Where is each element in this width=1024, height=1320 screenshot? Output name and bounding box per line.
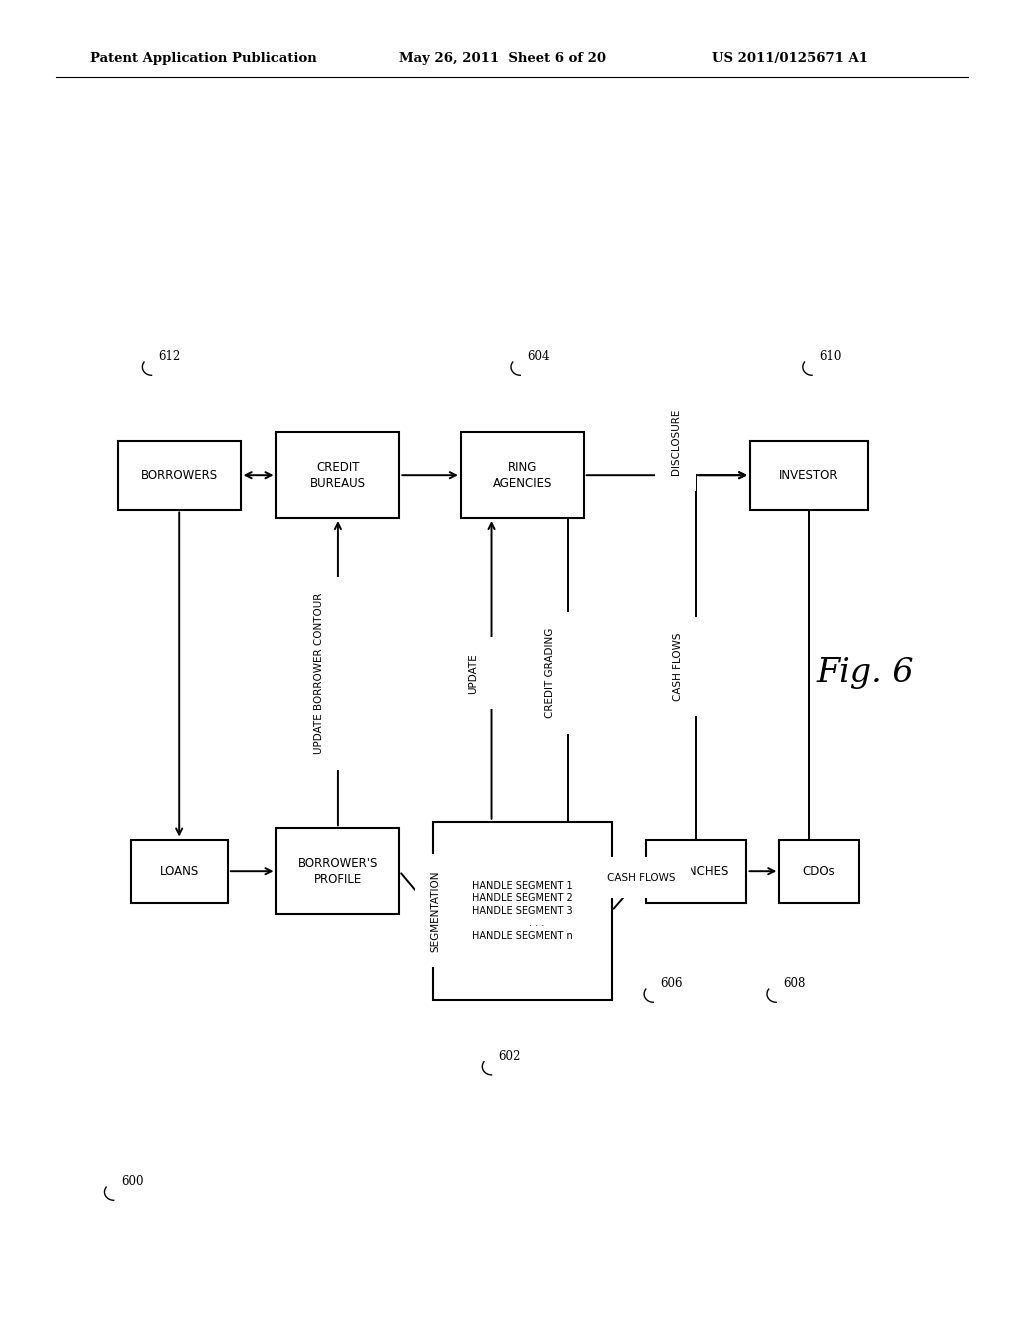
Text: CASH FLOWS: CASH FLOWS [607,873,675,883]
Text: 604: 604 [527,350,550,363]
Text: 606: 606 [660,977,683,990]
Text: 610: 610 [819,350,842,363]
Text: Patent Application Publication: Patent Application Publication [90,51,316,65]
FancyBboxPatch shape [131,840,227,903]
FancyBboxPatch shape [750,441,868,510]
Text: CDOs: CDOs [803,865,836,878]
Text: CASH FLOWS: CASH FLOWS [673,632,683,701]
FancyBboxPatch shape [646,840,746,903]
Text: INVESTOR: INVESTOR [779,469,839,482]
FancyBboxPatch shape [118,441,241,510]
Text: HANDLE SEGMENT 1
HANDLE SEGMENT 2
HANDLE SEGMENT 3
         . . .
HANDLE SEGMENT: HANDLE SEGMENT 1 HANDLE SEGMENT 2 HANDLE… [472,880,572,941]
Text: TRANCHES: TRANCHES [665,865,728,878]
Text: LOANS: LOANS [160,865,199,878]
Text: 602: 602 [499,1049,521,1063]
Text: 612: 612 [159,350,181,363]
Text: DISCLOSURE: DISCLOSURE [671,409,681,475]
Text: RING
AGENCIES: RING AGENCIES [493,461,552,490]
FancyBboxPatch shape [432,821,611,1001]
Text: CREDIT
BUREAUS: CREDIT BUREAUS [310,461,366,490]
Text: May 26, 2011  Sheet 6 of 20: May 26, 2011 Sheet 6 of 20 [399,51,606,65]
FancyBboxPatch shape [276,432,399,517]
Text: 608: 608 [783,977,806,990]
Text: BORROWERS: BORROWERS [140,469,218,482]
Text: 600: 600 [121,1175,143,1188]
Text: Fig. 6: Fig. 6 [816,657,914,689]
FancyBboxPatch shape [276,829,399,913]
FancyBboxPatch shape [779,840,859,903]
Text: CREDIT GRADING: CREDIT GRADING [545,628,555,718]
FancyBboxPatch shape [461,432,584,517]
Text: SEGMENTATION: SEGMENTATION [430,870,440,952]
Text: UPDATE BORROWER CONTOUR: UPDATE BORROWER CONTOUR [314,593,325,754]
Text: US 2011/0125671 A1: US 2011/0125671 A1 [712,51,867,65]
Text: BORROWER'S
PROFILE: BORROWER'S PROFILE [298,857,378,886]
Text: UPDATE: UPDATE [468,653,478,693]
